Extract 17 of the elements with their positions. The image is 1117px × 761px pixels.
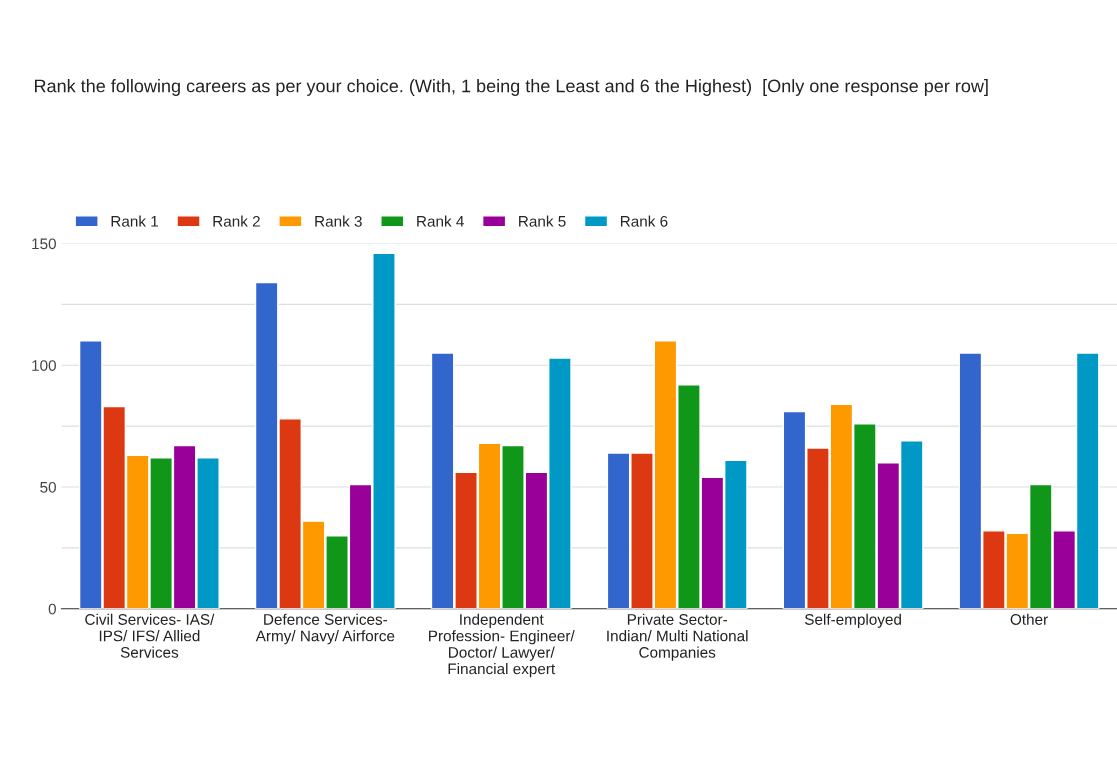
x-tick-label: Private Sector- Indian/ Multi National Companies [607,613,748,661]
y-tick-label: 100 [32,360,56,371]
y-tick-label: 150 [32,238,56,250]
y-tick-label: 50 [40,481,56,493]
legend-label: Rank 5 [519,215,566,227]
legend-label: Rank 1 [111,215,158,227]
legend-label: Rank 3 [315,215,362,227]
x-tick-label: Other [1010,613,1048,625]
x-tick-label: Defence Services- Army/ Navy/ Airforce [255,613,395,645]
legend-label: Rank 4 [417,215,464,227]
y-tick-label: 0 [48,603,56,615]
chart-title: Rank the following careers as per your choice. (With, 1 being the Least and 6 the Highest) [Only one response per row] [34,79,988,96]
x-tick-label: Civil Services- IAS/ IPS/ IFS/ Allied Services [85,613,215,658]
legend-label: Rank 2 [213,215,260,227]
legend-label: Rank 6 [620,215,668,227]
x-tick-label: Independent Profession- Engineer/ Doctor/ Lawyer/ Financial expert [429,613,575,678]
x-tick-label: Self-employed [804,613,901,628]
